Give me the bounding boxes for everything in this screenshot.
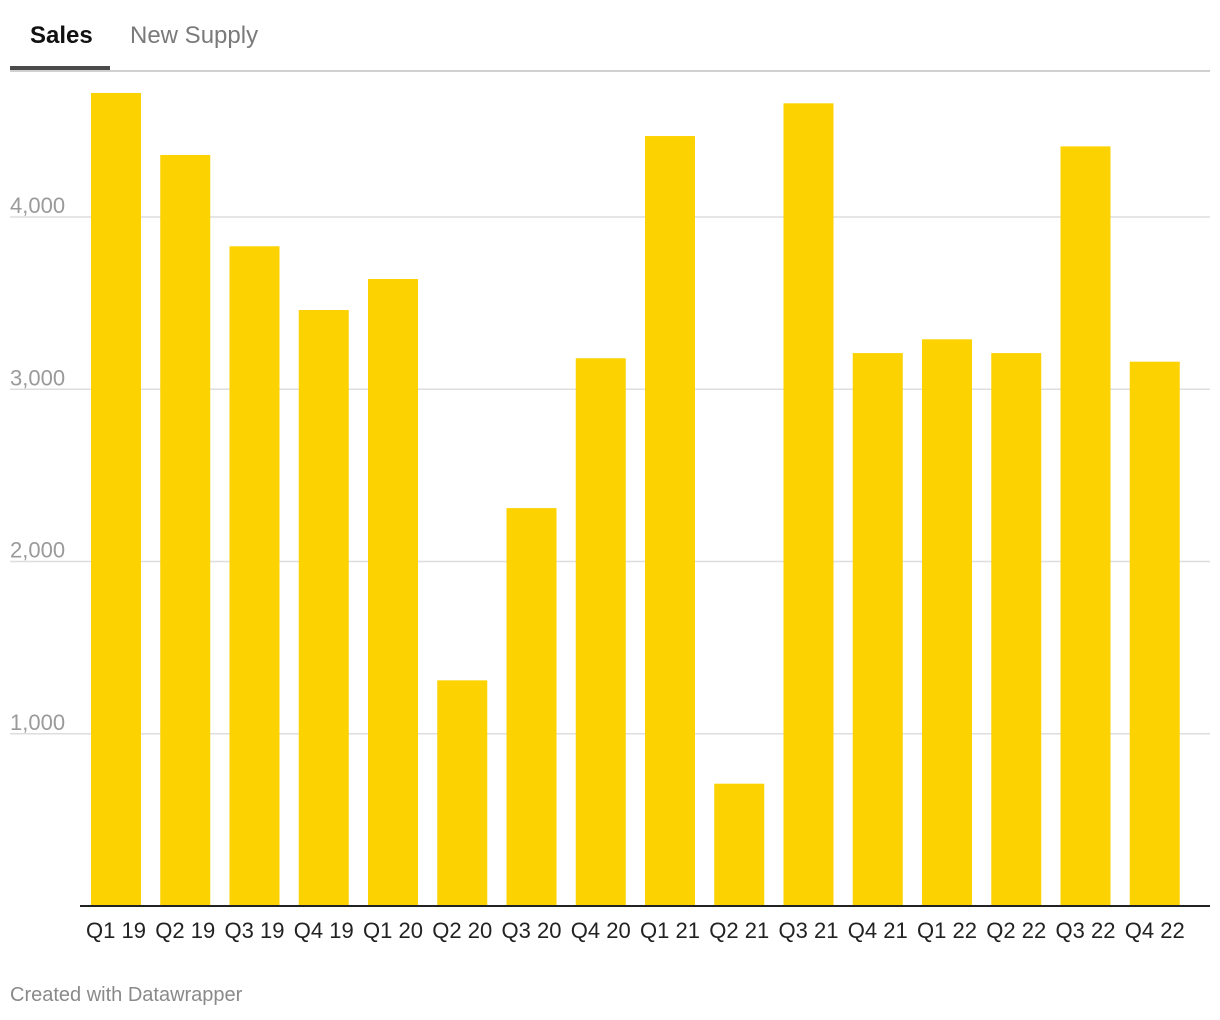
x-tick-label: Q4 22 xyxy=(1125,918,1185,943)
bar xyxy=(852,353,903,906)
x-tick-label: Q3 19 xyxy=(225,918,285,943)
x-tick-label: Q1 22 xyxy=(917,918,977,943)
bar xyxy=(506,508,557,906)
active-tab-indicator xyxy=(10,66,110,70)
bar xyxy=(714,783,765,906)
bar xyxy=(229,246,280,907)
bar xyxy=(368,279,418,906)
tab-bar: Sales New Supply xyxy=(10,0,1210,72)
bar xyxy=(1129,361,1180,906)
x-tick-label: Q4 20 xyxy=(571,918,631,943)
x-tick-label: Q3 20 xyxy=(502,918,562,943)
y-tick-label: 3,000 xyxy=(10,365,65,390)
bar xyxy=(1060,146,1111,906)
y-tick-label: 2,000 xyxy=(10,538,65,563)
x-tick-label: Q1 19 xyxy=(86,918,146,943)
x-tick-label: Q2 19 xyxy=(155,918,215,943)
x-tick-label: Q4 19 xyxy=(294,918,354,943)
tab-sales[interactable]: Sales xyxy=(30,22,93,49)
tab-new-supply[interactable]: New Supply xyxy=(130,22,259,49)
y-tick-label: 1,000 xyxy=(10,710,65,735)
y-tick-label: 4,000 xyxy=(10,193,65,218)
bar xyxy=(922,339,972,906)
x-tick-label: Q4 21 xyxy=(848,918,908,943)
x-tick-label: Q2 22 xyxy=(986,918,1046,943)
x-tick-label: Q2 20 xyxy=(432,918,492,943)
bar xyxy=(645,136,695,907)
credit-footer: Created with Datawrapper xyxy=(10,984,243,1006)
bar xyxy=(437,680,488,906)
bar xyxy=(160,154,211,907)
bar xyxy=(991,353,1042,906)
x-tick-label: Q1 21 xyxy=(640,918,700,943)
x-tick-label: Q3 22 xyxy=(1056,918,1116,943)
x-tick-label: Q2 21 xyxy=(709,918,769,943)
bar xyxy=(91,92,141,907)
x-tick-label: Q1 20 xyxy=(363,918,423,943)
bar xyxy=(575,358,626,906)
bar-chart: 1,000 2,000 3,000 4,000 Q1 19 Q2 19 Q3 19 Q4 19… xyxy=(10,92,1210,943)
tab-bar-divider xyxy=(10,70,1210,72)
bar xyxy=(298,310,349,906)
bar xyxy=(783,103,834,906)
x-tick-label: Q3 21 xyxy=(779,918,839,943)
